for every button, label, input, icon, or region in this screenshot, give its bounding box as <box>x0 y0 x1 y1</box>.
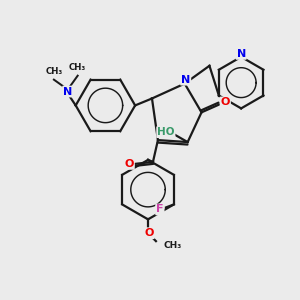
Text: N: N <box>236 49 246 59</box>
Text: CH₃: CH₃ <box>45 67 62 76</box>
Text: HO: HO <box>157 127 175 137</box>
Text: O: O <box>124 159 134 169</box>
Text: O: O <box>144 228 154 238</box>
Text: CH₃: CH₃ <box>69 63 86 72</box>
Text: CH₃: CH₃ <box>164 241 182 250</box>
Text: N: N <box>181 75 190 85</box>
Text: N: N <box>63 86 72 97</box>
Text: O: O <box>220 98 230 107</box>
Text: F: F <box>156 204 164 214</box>
